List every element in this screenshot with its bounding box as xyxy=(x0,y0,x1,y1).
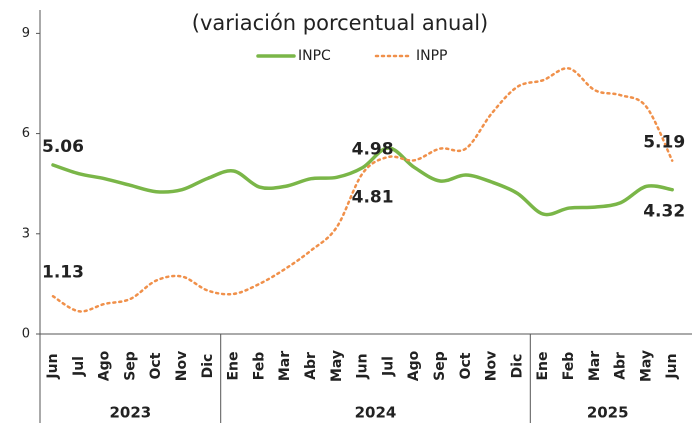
data-label: 5.19 xyxy=(643,133,685,153)
x-tick-label: Mar xyxy=(587,351,603,381)
chart-subtitle: (variación porcentual anual) xyxy=(192,11,488,35)
x-tick-label: Dic xyxy=(509,354,525,379)
y-tick-label: 6 xyxy=(22,126,30,141)
x-tick-label: Abr xyxy=(303,352,319,380)
group-label: 2023 xyxy=(109,404,151,422)
data-label: 1.13 xyxy=(42,262,84,282)
x-tick-label: Jun xyxy=(664,353,680,379)
x-tick-label: Sep xyxy=(122,351,138,381)
data-label: 4.98 xyxy=(352,140,394,160)
x-tick-label: May xyxy=(638,350,654,382)
legend-label: INPC xyxy=(298,48,331,64)
data-label: 4.81 xyxy=(352,187,394,207)
x-tick-label: Ene xyxy=(226,351,242,380)
x-tick-label: Dic xyxy=(200,354,216,379)
x-tick-label: Jun xyxy=(355,353,371,379)
y-tick-label: 3 xyxy=(22,226,30,241)
y-tick-label: 9 xyxy=(22,26,30,41)
line-series xyxy=(51,146,674,217)
x-tick-label: Jul xyxy=(71,356,87,377)
legend-label: INPP xyxy=(416,48,448,64)
line-series xyxy=(51,67,674,313)
x-tick-label: May xyxy=(329,350,345,382)
data-label: 5.06 xyxy=(42,137,84,157)
x-tick-label: Mar xyxy=(277,351,293,381)
x-tick-label: Feb xyxy=(561,352,577,381)
x-tick-label: Nov xyxy=(484,351,500,381)
group-label: 2024 xyxy=(355,404,397,422)
x-tick-label: Ago xyxy=(97,350,113,381)
x-tick-label: Sep xyxy=(432,351,448,381)
x-tick-label: Jun xyxy=(45,353,61,379)
x-tick-label: Ago xyxy=(406,350,422,381)
x-tick-label: Ene xyxy=(535,351,551,380)
x-tick-label: Jul xyxy=(380,356,396,377)
x-tick-label: Feb xyxy=(251,352,267,381)
x-tick-label: Abr xyxy=(613,352,629,380)
x-tick-label: Oct xyxy=(148,352,164,379)
y-tick-label: 0 xyxy=(22,327,30,342)
x-tick-label: Nov xyxy=(174,351,190,381)
data-label: 4.32 xyxy=(643,202,685,222)
x-tick-label: Oct xyxy=(458,352,474,379)
group-label: 2025 xyxy=(587,404,629,422)
